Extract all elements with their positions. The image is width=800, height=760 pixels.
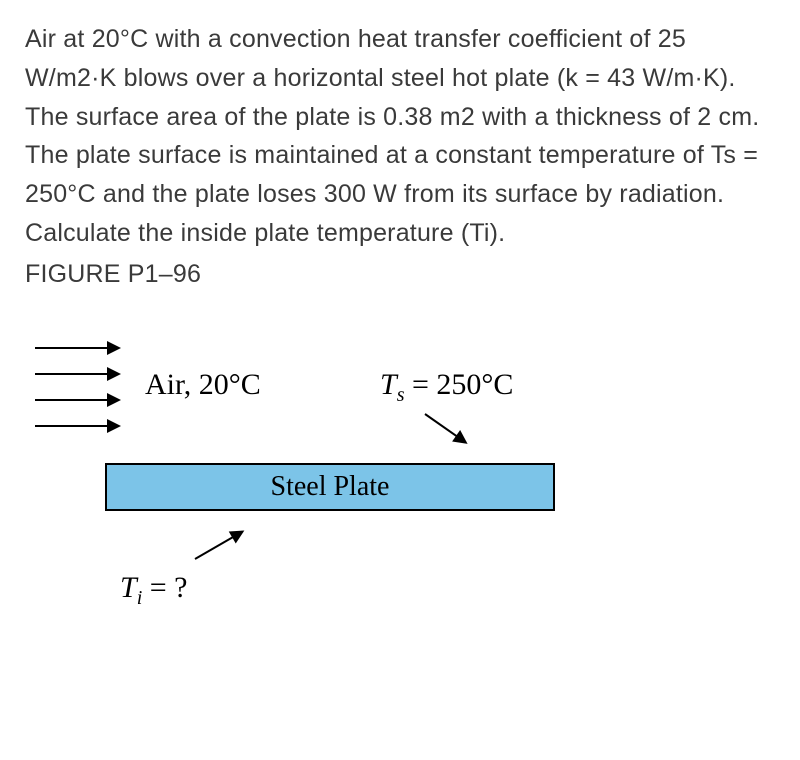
ti-pointer-arrow-icon — [195, 531, 244, 560]
figure-diagram: Air, 20°C Ts = 250°C Steel Plate Ti = ? — [25, 323, 625, 633]
ts-value: = 250°C — [404, 368, 513, 401]
airflow-arrows — [35, 323, 119, 451]
ti-symbol: T — [120, 571, 137, 604]
airflow-arrow-icon — [35, 425, 119, 427]
airflow-arrow-icon — [35, 399, 119, 401]
ts-pointer-arrow-icon — [424, 413, 466, 443]
airflow-arrow-icon — [35, 347, 119, 349]
surface-temperature-label: Ts = 250°C — [380, 368, 513, 407]
steel-plate: Steel Plate — [105, 463, 555, 511]
ts-symbol: T — [380, 368, 397, 401]
air-temperature-label: Air, 20°C — [145, 368, 261, 402]
plate-label: Steel Plate — [271, 471, 390, 503]
airflow-arrow-icon — [35, 373, 119, 375]
figure-label: FIGURE P1–96 — [25, 255, 775, 294]
inside-temperature-label: Ti = ? — [120, 571, 187, 610]
problem-statement: Air at 20°C with a convection heat trans… — [25, 20, 775, 253]
ti-value: = ? — [142, 571, 187, 604]
